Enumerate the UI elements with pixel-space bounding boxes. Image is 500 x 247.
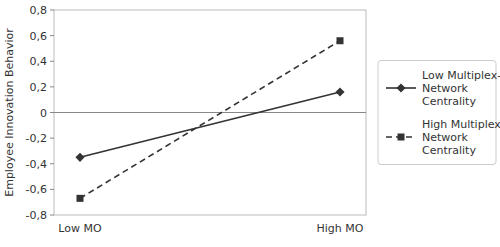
- legend-label-line: Centrality: [422, 144, 476, 157]
- legend-label-line: Network: [422, 131, 469, 144]
- legend-label-line: Network: [422, 82, 469, 95]
- y-axis: -0,8 -0,6 -0,4 -0,2 0 0,2 0,4 0,6 0,8: [26, 4, 54, 222]
- x-tick-label: High MO: [317, 222, 364, 235]
- data-point: [335, 87, 344, 96]
- y-tick-label: 0,4: [30, 55, 48, 68]
- series-line: [80, 41, 340, 199]
- plot-area: [75, 37, 344, 202]
- y-tick: [50, 61, 54, 62]
- x-tick-label: Low MO: [58, 222, 102, 235]
- y-tick: [50, 163, 54, 164]
- legend-label: High Multiplex-NetworkCentrality: [422, 118, 500, 157]
- legend-label-line: Centrality: [422, 95, 476, 108]
- legend-label: Low Multiplex-NetworkCentrality: [422, 69, 500, 108]
- y-tick-label: -0,2: [26, 132, 47, 145]
- data-point: [75, 153, 84, 162]
- series-line: [80, 92, 340, 157]
- legend-label-line: High Multiplex-: [422, 118, 500, 131]
- y-tick-label: 0: [40, 107, 47, 120]
- data-point: [77, 195, 84, 202]
- legend-marker: [396, 83, 405, 92]
- y-tick: [50, 10, 54, 11]
- y-tick: [50, 86, 54, 87]
- plot-frame: [54, 10, 366, 215]
- y-tick: [50, 215, 54, 216]
- zero-line: [54, 112, 366, 113]
- y-axis-label: Employee Innovation Behavior: [3, 28, 16, 197]
- y-tick-label: 0,8: [30, 4, 48, 17]
- chart: -0,8 -0,6 -0,4 -0,2 0 0,2 0,4 0,6 0,8 Employee In…: [0, 0, 500, 247]
- y-tick: [50, 138, 54, 139]
- data-point: [337, 37, 344, 44]
- y-tick-label: 0,2: [30, 81, 48, 94]
- y-tick: [50, 112, 54, 113]
- y-tick-label: 0,6: [30, 30, 48, 43]
- legend-label-line: Low Multiplex-: [422, 69, 500, 82]
- legend-marker: [398, 134, 405, 141]
- y-tick-label: -0,4: [26, 158, 47, 171]
- y-tick-label: -0,8: [26, 209, 47, 222]
- y-tick: [50, 35, 54, 36]
- legend: Low Multiplex-NetworkCentralityHigh Mult…: [378, 61, 500, 165]
- y-tick: [50, 189, 54, 190]
- y-tick-label: -0,6: [26, 183, 47, 196]
